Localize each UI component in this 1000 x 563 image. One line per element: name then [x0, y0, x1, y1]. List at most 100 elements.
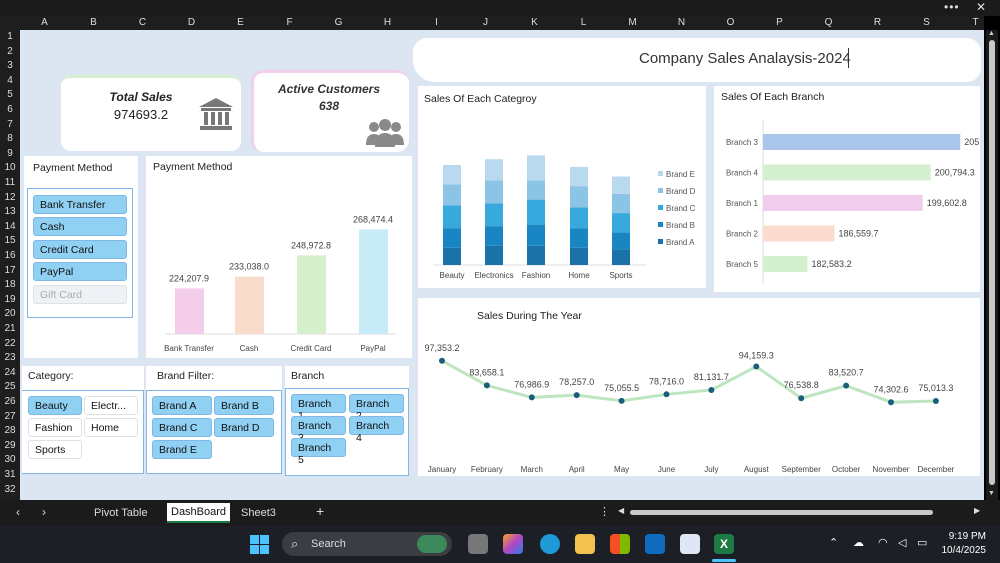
column-header[interactable]: Q [824, 17, 833, 28]
next-sheet-icon[interactable]: › [42, 505, 46, 519]
store-icon[interactable] [610, 534, 630, 554]
column-header[interactable]: P [776, 17, 783, 28]
column-header[interactable]: L [580, 17, 587, 28]
outlook-icon[interactable] [645, 534, 665, 554]
row-header[interactable]: 28 [4, 425, 16, 437]
column-header[interactable]: J [483, 17, 488, 28]
slicer-item-fashion[interactable]: Fashion [28, 418, 82, 437]
slicer-item-brand-b[interactable]: Brand B [214, 396, 274, 415]
row-header[interactable]: 8 [7, 133, 13, 145]
slicer-item-branch-2[interactable]: Branch 2 [349, 394, 404, 422]
row-header[interactable]: 17 [4, 264, 16, 276]
more-options-icon[interactable]: ••• [944, 0, 960, 14]
slicer-item-brand-a[interactable]: Brand A [152, 396, 212, 415]
row-header[interactable]: 25 [4, 381, 16, 393]
row-header[interactable]: 24 [4, 366, 16, 378]
row-header[interactable]: 14 [4, 220, 16, 232]
slicer-item-beauty[interactable]: Beauty [28, 396, 82, 415]
row-header[interactable]: 30 [4, 454, 16, 466]
row-header[interactable]: 32 [4, 483, 16, 495]
slicer-item-cash[interactable]: Cash [33, 217, 127, 236]
row-header[interactable]: 22 [4, 337, 16, 349]
column-header[interactable]: K [531, 17, 538, 28]
edge-icon[interactable] [540, 534, 560, 554]
column-header[interactable]: M [628, 17, 637, 28]
row-header[interactable]: 12 [4, 191, 16, 203]
slicer-item-paypal[interactable]: PayPal [33, 262, 127, 281]
column-header[interactable]: A [41, 17, 48, 28]
slicer-item-gift-card[interactable]: Gift Card [33, 285, 127, 304]
column-header[interactable]: F [286, 17, 293, 28]
slicer-item-branch-1[interactable]: Branch 1 [291, 394, 346, 422]
vertical-scrollbar[interactable]: ▲ ▼ [986, 30, 998, 500]
copilot-icon[interactable] [503, 534, 523, 554]
wifi-icon[interactable]: ◠ [878, 537, 888, 549]
column-header[interactable]: N [677, 17, 686, 28]
slicer-item-electr-[interactable]: Electr... [84, 396, 138, 415]
taskbar-search-box[interactable]: ⌕ Search [282, 532, 452, 556]
file-explorer-icon[interactable] [575, 534, 595, 554]
scroll-up-icon[interactable]: ▲ [988, 30, 995, 37]
close-icon[interactable]: ✕ [976, 0, 987, 14]
clock-date[interactable]: 10/4/2025 [941, 545, 987, 556]
add-sheet-icon[interactable]: + [316, 503, 325, 519]
slicer-item-bank-transfer[interactable]: Bank Transfer [33, 195, 127, 214]
scroll-left-icon[interactable]: ◀ [618, 506, 625, 515]
cloud-icon[interactable]: ☁ [853, 537, 864, 549]
tab-sheet3[interactable]: Sheet3 [241, 507, 276, 519]
scroll-down-icon[interactable]: ▼ [988, 490, 995, 497]
column-header[interactable]: D [187, 17, 196, 28]
row-header[interactable]: 4 [7, 74, 13, 86]
column-header[interactable]: O [726, 17, 735, 28]
slicer-item-sports[interactable]: Sports [28, 440, 82, 459]
row-header[interactable]: 21 [4, 323, 16, 334]
scroll-right-icon[interactable]: ▶ [974, 506, 981, 515]
row-header[interactable]: 18 [4, 279, 16, 291]
row-header[interactable]: 1 [7, 31, 13, 42]
prev-sheet-icon[interactable]: ‹ [16, 505, 20, 519]
slicer-item-home[interactable]: Home [84, 418, 138, 437]
row-header[interactable]: 31 [4, 469, 16, 480]
column-header[interactable]: T [972, 17, 979, 28]
vertical-scroll-thumb[interactable] [989, 40, 995, 485]
tab-dashboard[interactable]: DashBoard [167, 503, 231, 523]
slicer-item-brand-d[interactable]: Brand D [214, 418, 274, 437]
row-header[interactable]: 9 [7, 147, 13, 159]
row-header[interactable]: 5 [7, 89, 13, 101]
row-header[interactable]: 2 [7, 45, 13, 57]
row-header[interactable]: 11 [4, 177, 16, 188]
column-header[interactable]: C [138, 17, 147, 28]
app-icon[interactable] [680, 534, 700, 554]
chevron-up-icon[interactable]: ⌃ [829, 537, 839, 549]
row-header[interactable]: 19 [4, 293, 16, 305]
row-header[interactable]: 29 [4, 439, 16, 451]
slicer-item-brand-e[interactable]: Brand E [152, 440, 212, 459]
row-header[interactable]: 23 [4, 352, 16, 364]
horizontal-scroll-thumb[interactable] [630, 510, 933, 515]
volume-icon[interactable]: ◁ [898, 537, 907, 549]
column-header[interactable]: H [383, 17, 392, 28]
clock-time[interactable]: 9:19 PM [948, 531, 986, 542]
task-view-icon[interactable] [468, 534, 488, 554]
tab-pivot-table[interactable]: Pivot Table [94, 507, 148, 519]
column-header[interactable]: I [435, 17, 438, 28]
row-header[interactable]: 10 [4, 162, 16, 174]
column-header[interactable]: E [237, 17, 244, 28]
row-header[interactable]: 15 [4, 235, 16, 247]
column-header[interactable]: S [923, 17, 930, 28]
slicer-item-branch-5[interactable]: Branch 5 [291, 438, 346, 466]
column-header[interactable]: B [90, 17, 97, 28]
row-header[interactable]: 16 [4, 250, 16, 261]
row-header[interactable]: 7 [7, 118, 13, 130]
row-header[interactable]: 26 [4, 396, 16, 407]
row-header[interactable]: 3 [7, 60, 13, 72]
row-header[interactable]: 6 [7, 104, 13, 115]
tab-options-icon[interactable]: ⋮ [599, 506, 610, 518]
slicer-item-brand-c[interactable]: Brand C [152, 418, 212, 437]
slicer-item-credit-card[interactable]: Credit Card [33, 240, 127, 259]
windows-start-icon[interactable] [250, 535, 269, 554]
slicer-item-branch-4[interactable]: Branch 4 [349, 416, 404, 444]
column-header[interactable]: R [873, 17, 882, 28]
row-header[interactable]: 27 [4, 410, 16, 422]
row-header[interactable]: 13 [4, 206, 16, 218]
